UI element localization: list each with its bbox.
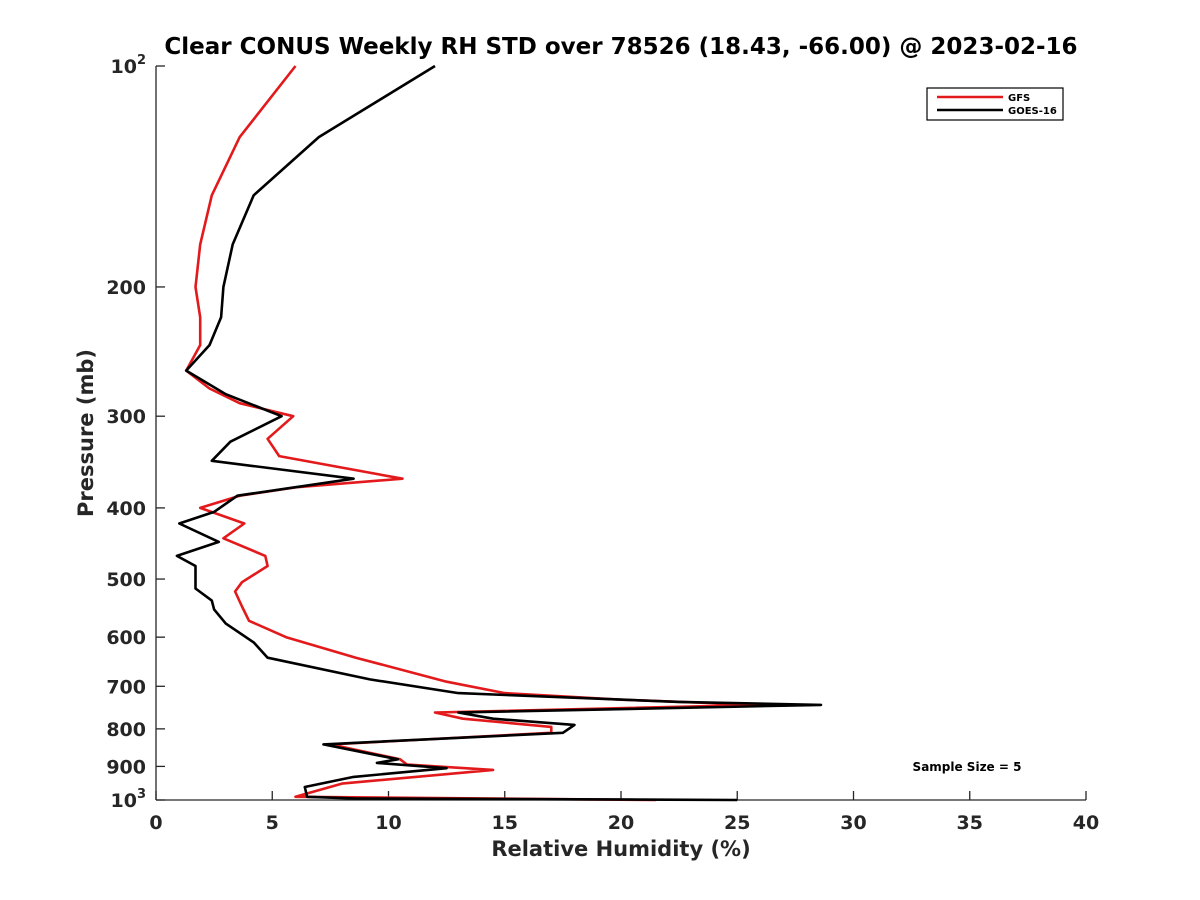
x-tick-label-2: 10 xyxy=(375,812,401,834)
y-tick-label-2: 300 xyxy=(106,406,146,428)
y-tick-label-base-9: 10 xyxy=(111,790,137,812)
y-tick-label-3: 400 xyxy=(106,498,146,520)
y-axis-label: Pressure (mb) xyxy=(74,349,98,517)
series-line-gfs xyxy=(184,65,762,802)
x-axis-ticks: 0 5 10 15 20 25 30 35 40 xyxy=(149,791,1099,834)
y-tick-label-base-6: 700 xyxy=(106,676,146,698)
x-tick-label-1: 5 xyxy=(266,812,279,834)
sample-size-annotation: Sample Size = 5 xyxy=(913,760,1022,774)
y-tick-label-base-1: 200 xyxy=(106,277,146,299)
x-tick-label-7: 35 xyxy=(957,812,983,834)
legend-box xyxy=(926,87,1064,121)
legend-label-gfs: GFS xyxy=(1008,93,1030,104)
y-tick-label-exp-9: 3 xyxy=(137,787,146,802)
y-tick-label-9: 103 xyxy=(111,787,147,812)
y-tick-label-base-5: 600 xyxy=(106,627,146,649)
y-tick-label-1: 200 xyxy=(106,277,146,299)
x-tick-label-6: 30 xyxy=(840,812,866,834)
y-tick-label-8: 900 xyxy=(106,756,146,778)
y-tick-label-7: 800 xyxy=(106,719,146,741)
legend-label-goes16: GOES-16 xyxy=(1008,106,1057,117)
y-tick-label-exp-0: 2 xyxy=(137,53,146,68)
y-tick-label-base-0: 10 xyxy=(111,56,137,78)
y-tick-label-0: 102 xyxy=(111,53,147,78)
x-tick-label-8: 40 xyxy=(1073,812,1099,834)
y-tick-label-5: 600 xyxy=(106,627,146,649)
y-tick-label-base-3: 400 xyxy=(106,498,146,520)
y-tick-label-base-8: 900 xyxy=(106,756,146,778)
y-tick-label-base-2: 300 xyxy=(106,406,146,428)
y-tick-label-6: 700 xyxy=(106,676,146,698)
series-layer xyxy=(175,64,823,802)
y-tick-label-4: 500 xyxy=(106,569,146,591)
x-axis-label: Relative Humidity (%) xyxy=(491,837,750,861)
y-tick-label-base-4: 500 xyxy=(106,569,146,591)
x-tick-label-5: 25 xyxy=(724,812,750,834)
chart-title: Clear CONUS Weekly RH STD over 78526 (18… xyxy=(164,34,1077,60)
y-tick-label-base-7: 800 xyxy=(106,719,146,741)
legend: GFS GOES-16 xyxy=(926,87,1064,121)
plot-area xyxy=(155,66,1086,801)
x-tick-label-3: 15 xyxy=(492,812,518,834)
x-tick-label-4: 20 xyxy=(608,812,634,834)
series-line-goes16 xyxy=(175,64,823,802)
x-tick-label-0: 0 xyxy=(149,812,162,834)
